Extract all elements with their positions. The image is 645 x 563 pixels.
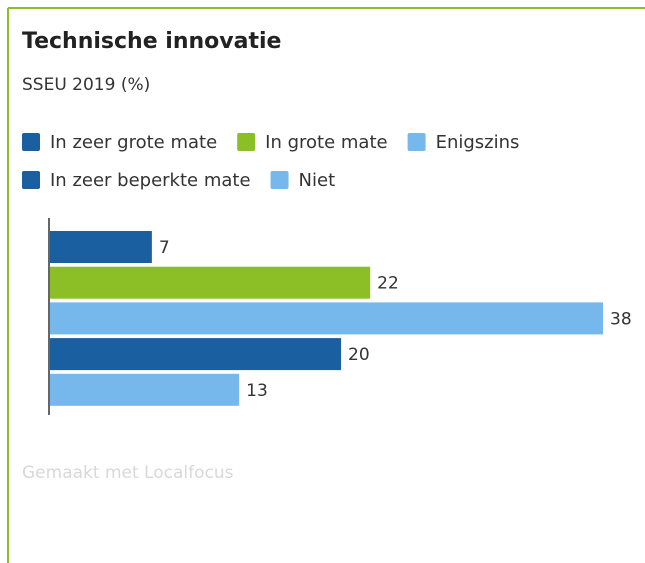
data-label: 38 bbox=[610, 309, 632, 329]
footer: Gemaakt met Localfocus bbox=[22, 463, 234, 483]
chart-title: Technische innovatie bbox=[22, 29, 281, 54]
bar bbox=[50, 338, 342, 371]
bar bbox=[50, 231, 152, 263]
legend-label: In grote mate bbox=[265, 132, 387, 153]
data-label: 13 bbox=[246, 381, 268, 401]
chart-subtitle: SSEU 2019 (%) bbox=[22, 75, 150, 95]
legend-label: Niet bbox=[299, 170, 336, 191]
legend-swatch bbox=[270, 171, 289, 189]
bar bbox=[50, 266, 371, 299]
legend-label: In zeer beperkte mate bbox=[50, 170, 251, 191]
data-label: 7 bbox=[159, 238, 170, 258]
legend-label: Enigszins bbox=[436, 132, 520, 153]
bar bbox=[50, 373, 240, 406]
data-label: 22 bbox=[377, 274, 399, 294]
legend-swatch bbox=[407, 133, 426, 151]
data-label: 20 bbox=[348, 345, 370, 365]
legend-label: In zeer grote mate bbox=[50, 132, 217, 153]
legend-swatch bbox=[22, 133, 40, 151]
legend-swatch bbox=[22, 171, 40, 189]
legend-swatch bbox=[237, 133, 256, 151]
bar bbox=[50, 302, 603, 335]
